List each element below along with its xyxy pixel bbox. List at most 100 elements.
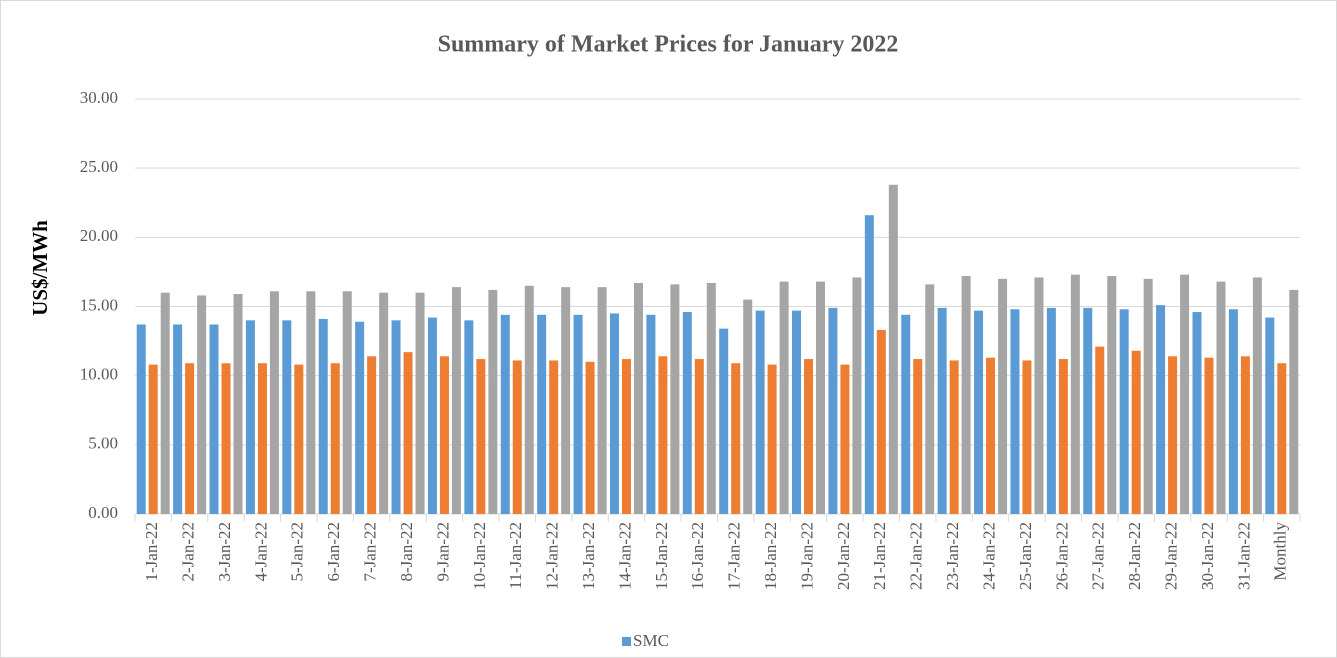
bar: [743, 299, 753, 514]
x-tick-label: 27-Jan-22: [1089, 522, 1108, 590]
bar: [1265, 317, 1275, 514]
bar: [537, 314, 547, 514]
bar: [294, 364, 304, 514]
bar: [561, 287, 571, 514]
x-tick-label: 15-Jan-22: [652, 522, 671, 590]
bar: [427, 317, 437, 514]
bar: [1058, 359, 1068, 514]
bar: [864, 215, 874, 514]
bar: [257, 363, 267, 514]
x-tick-label: 23-Jan-22: [943, 522, 962, 590]
bar: [1034, 277, 1044, 514]
bar: [585, 361, 595, 514]
x-tick-label: 24-Jan-22: [979, 522, 998, 590]
bar: [549, 360, 559, 514]
x-tick-label: 29-Jan-22: [1161, 522, 1180, 590]
bar: [913, 359, 923, 514]
y-axis-label: US$/MWh: [28, 220, 52, 316]
x-tick-label: 31-Jan-22: [1234, 522, 1253, 590]
bar: [464, 320, 474, 514]
bar: [719, 328, 729, 514]
bar: [1289, 289, 1299, 514]
x-tick-label: 20-Jan-22: [834, 522, 853, 590]
x-tick-label: 6-Jan-22: [324, 522, 343, 581]
x-tick-label: 26-Jan-22: [1052, 522, 1071, 590]
bar: [1022, 360, 1032, 514]
bar: [888, 184, 898, 514]
x-tick-label: 19-Jan-22: [797, 522, 816, 590]
legend-swatch: [622, 637, 631, 646]
bar: [282, 320, 292, 514]
bar: [1046, 307, 1056, 514]
bar: [670, 284, 680, 514]
bar: [1010, 309, 1020, 514]
bar: [1107, 276, 1117, 514]
x-tick-label: 30-Jan-22: [1198, 522, 1217, 590]
bar: [512, 360, 522, 514]
bar: [415, 292, 425, 514]
x-tick-label: 14-Jan-22: [615, 522, 634, 590]
x-tick-label: 16-Jan-22: [688, 522, 707, 590]
bar: [621, 359, 631, 514]
chart-title: Summary of Market Prices for January 202…: [438, 32, 899, 58]
x-tick-label: 3-Jan-22: [215, 522, 234, 581]
bar: [173, 324, 183, 514]
x-tick-label: 17-Jan-22: [725, 522, 744, 590]
bar: [1156, 305, 1166, 514]
y-tick-label: 25.00: [80, 157, 118, 176]
bar: [694, 359, 704, 514]
bar: [779, 281, 789, 514]
bar: [925, 284, 935, 514]
bar: [1070, 274, 1080, 514]
x-tick-label: 2-Jan-22: [179, 522, 198, 581]
bar: [682, 312, 692, 514]
bar: [706, 282, 716, 514]
bar: [476, 359, 486, 514]
bar: [986, 357, 996, 514]
bar: [185, 363, 195, 514]
x-tick-label: 12-Jan-22: [543, 522, 562, 590]
bar: [221, 363, 231, 514]
bar: [306, 291, 316, 514]
bar: [245, 320, 255, 514]
bar: [633, 282, 643, 514]
bar: [500, 314, 510, 514]
bar: [1240, 356, 1250, 514]
x-tick-label: 10-Jan-22: [470, 522, 489, 590]
bar: [731, 363, 741, 514]
bar: [609, 313, 619, 514]
bar: [840, 364, 850, 514]
bar: [961, 276, 971, 514]
bar: [439, 356, 449, 514]
bar: [342, 291, 352, 514]
y-tick-label: 0.00: [88, 503, 118, 522]
bar: [1095, 346, 1105, 514]
bar: [330, 363, 340, 514]
bar: [1083, 307, 1093, 514]
bar: [148, 364, 158, 514]
x-tick-label: 18-Jan-22: [761, 522, 780, 590]
bar: [1168, 356, 1178, 514]
y-tick-label: 10.00: [80, 365, 118, 384]
bar: [1228, 309, 1238, 514]
bar: [379, 292, 389, 514]
bar: [1216, 281, 1226, 514]
legend-label: SMC: [633, 631, 669, 650]
x-tick-label: 13-Jan-22: [579, 522, 598, 590]
bar: [876, 330, 886, 514]
bar: [1180, 274, 1190, 514]
x-tick-label: 28-Jan-22: [1125, 522, 1144, 590]
bar: [852, 277, 862, 514]
bar: [1277, 363, 1287, 514]
bar: [949, 360, 959, 514]
bar: [1131, 350, 1141, 514]
bar: [269, 291, 279, 514]
bar: [658, 356, 668, 514]
x-tick-label: 21-Jan-22: [870, 522, 889, 590]
x-tick-label: 1-Jan-22: [142, 522, 161, 581]
x-tick-label: 8-Jan-22: [397, 522, 416, 581]
bar: [974, 310, 984, 514]
bar: [816, 281, 826, 514]
bar: [1252, 277, 1262, 514]
bar: [828, 307, 838, 514]
